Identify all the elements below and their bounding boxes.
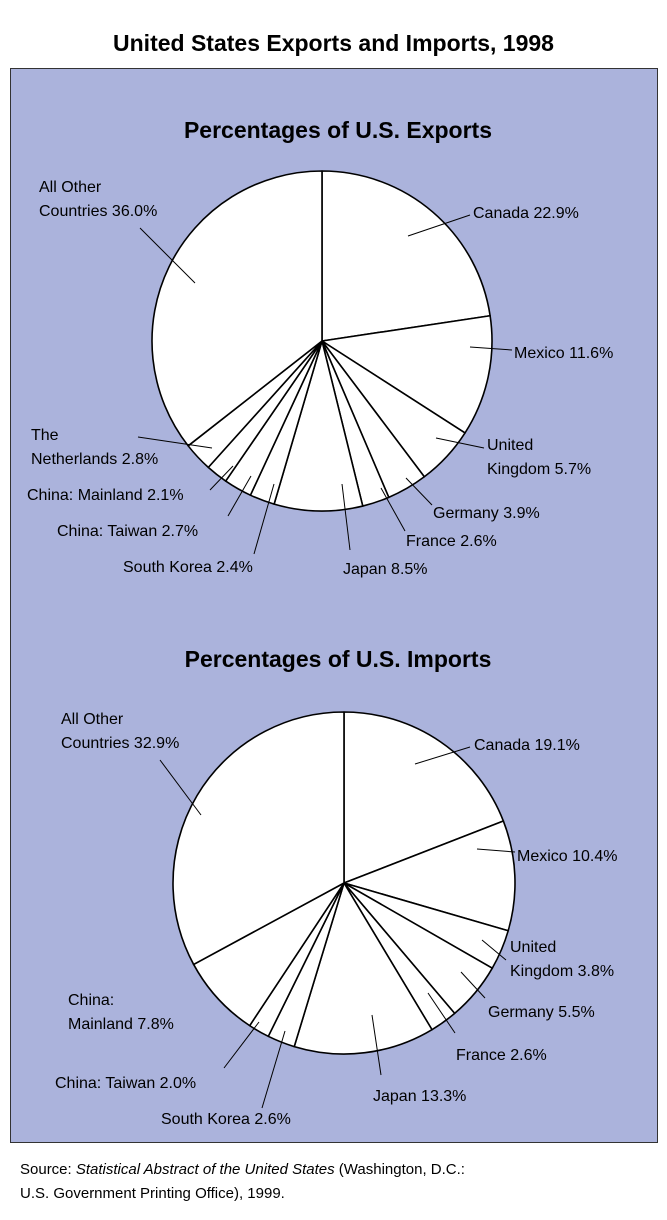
imports-leader-canada: [414, 746, 471, 765]
imports-leader-china-taiwan: [223, 1021, 260, 1069]
exports-label-the-netherlands: The Netherlands 2.8%: [31, 427, 158, 468]
exports-label-france: France 2.6%: [406, 533, 497, 550]
imports-slice-japan: [293, 882, 433, 1055]
exports-slice-canada: [321, 170, 491, 342]
exports-leader-canada: [407, 214, 471, 237]
imports-leader-south-korea: [261, 1030, 286, 1109]
source-rest: (Washington, D.C.:: [334, 1161, 465, 1178]
exports-label-canada: Canada 22.9%: [473, 205, 579, 222]
imports-leader-united-kingdom: [481, 939, 507, 961]
exports-label-japan: Japan 8.5%: [343, 561, 428, 578]
exports-leader-china-mainland: [209, 465, 234, 491]
imports-label-united-kingdom: United Kingdom 3.8%: [510, 939, 614, 980]
exports-label-all-other-countries: All Other Countries 36.0%: [39, 179, 157, 220]
imports-label-all-other-countries: All Other Countries 32.9%: [61, 711, 179, 752]
exports-leader-germany: [405, 477, 433, 506]
imports-pie-chart: Percentages of U.S. Imports Canada 19.1%…: [55, 646, 618, 1128]
imports-leader-germany: [460, 971, 486, 999]
imports-label-china-mainland: China: Mainland 7.8%: [68, 992, 174, 1033]
imports-label-japan: Japan 13.3%: [373, 1088, 466, 1105]
imports-leader-mexico: [476, 848, 516, 853]
exports-leader-mexico: [469, 346, 513, 351]
exports-slice-mexico: [321, 314, 493, 434]
imports-slice-canada: [343, 711, 505, 884]
imports-label-france: France 2.6%: [456, 1047, 547, 1064]
exports-leader-japan: [341, 483, 351, 551]
imports-slice-all-other-countries: [172, 711, 345, 966]
imports-label-south-korea: South Korea 2.6%: [161, 1111, 291, 1128]
exports-leader-south-korea: [253, 483, 275, 555]
exports-leader-the-netherlands: [137, 436, 213, 449]
exports-label-mexico: Mexico 11.6%: [514, 345, 613, 362]
exports-label-china-taiwan: China: Taiwan 2.7%: [57, 523, 198, 540]
imports-label-germany: Germany 5.5%: [488, 1004, 595, 1021]
imports-label-china-taiwan: China: Taiwan 2.0%: [55, 1075, 196, 1092]
imports-label-mexico: Mexico 10.4%: [517, 848, 618, 865]
imports-leader-all-other-countries: [159, 759, 202, 816]
exports-leader-china-taiwan: [227, 475, 252, 517]
imports-slice-mexico: [343, 820, 516, 932]
imports-chart-title: Percentages of U.S. Imports: [185, 646, 492, 672]
exports-label-germany: Germany 3.9%: [433, 505, 540, 522]
exports-label-china-mainland: China: Mainland 2.1%: [27, 487, 184, 504]
page-title: United States Exports and Imports, 1998: [113, 30, 554, 56]
source-note: Source: Statistical Abstract of the Unit…: [20, 1158, 465, 1206]
exports-label-united-kingdom: United Kingdom 5.7%: [487, 437, 591, 478]
exports-slice-all-other-countries: [151, 170, 323, 447]
exports-leader-all-other-countries: [139, 227, 196, 284]
imports-leader-japan: [371, 1014, 382, 1076]
exports-slice-japan: [273, 340, 364, 512]
exports-pie-chart: Percentages of U.S. Exports Canada 22.9%…: [27, 117, 613, 578]
exports-leader-united-kingdom: [435, 437, 485, 449]
exports-leader-france: [380, 487, 406, 532]
source-prefix: Source:: [20, 1161, 76, 1178]
imports-leader-france: [427, 992, 456, 1034]
exports-chart-title: Percentages of U.S. Exports: [184, 117, 492, 143]
source-line2: U.S. Government Printing Office), 1999.: [20, 1185, 285, 1202]
exports-label-south-korea: South Korea 2.4%: [123, 559, 253, 576]
imports-label-canada: Canada 19.1%: [474, 737, 580, 754]
source-title: Statistical Abstract of the United State…: [75, 1161, 335, 1178]
